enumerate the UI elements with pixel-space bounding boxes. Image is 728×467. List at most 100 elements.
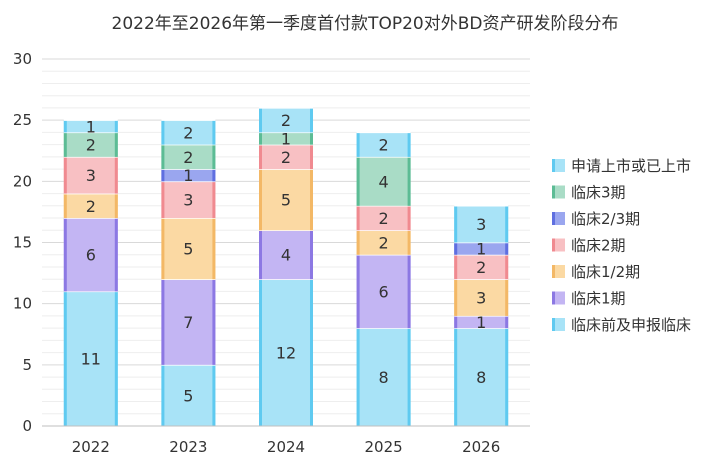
- legend-item: 临床2期: [552, 237, 626, 255]
- data-label: 11: [81, 350, 101, 369]
- bar-segment-edge: [161, 279, 165, 365]
- legend-swatch: [552, 265, 565, 278]
- bar-segment-fill: [63, 218, 118, 292]
- x-tick-label: 2022: [72, 438, 110, 456]
- y-tick-label: 30: [13, 50, 32, 68]
- bar-segment-edge: [407, 254, 411, 329]
- legend-swatch: [552, 318, 565, 331]
- y-tick-label: 15: [13, 234, 32, 252]
- bar-segment-edge: [259, 132, 262, 145]
- legend-label: 临床2/3期: [571, 210, 640, 228]
- bar-segment-edge: [454, 328, 458, 426]
- bar-segment-edge: [259, 144, 262, 170]
- bar-segment-fill: [356, 230, 411, 255]
- legend-swatch-edge: [552, 291, 555, 305]
- data-label: 2: [281, 148, 291, 167]
- bar-segment-fill: [63, 120, 118, 133]
- legend-label: 临床1/2期: [571, 263, 640, 281]
- bar-segment-edge: [505, 279, 509, 316]
- data-label: 2: [183, 123, 193, 142]
- bar-segment-fill: [259, 279, 313, 426]
- data-label: 2: [379, 136, 389, 155]
- legend-label: 临床前及申报临床: [571, 316, 691, 334]
- data-label: 1: [476, 313, 486, 332]
- legend-swatch-edge: [552, 318, 555, 331]
- bar-segment-edge: [310, 230, 313, 280]
- bar-segment-edge: [407, 156, 411, 206]
- legend-item: 申请上市或已上市: [552, 157, 691, 175]
- legend-label: 临床3期: [571, 184, 626, 202]
- bar-segment-edge: [356, 328, 360, 426]
- data-label: 8: [379, 368, 389, 387]
- x-axis: 2022 2023 2024 2025 2026: [42, 425, 530, 456]
- bar-segment-edge: [212, 279, 216, 365]
- data-label: 6: [379, 282, 389, 301]
- data-label: 2: [86, 136, 96, 155]
- bar-segment-edge: [356, 156, 360, 206]
- bar-segment-fill: [161, 364, 216, 426]
- y-tick-label: 20: [13, 172, 32, 190]
- data-label: 3: [476, 215, 486, 234]
- bar-segment-edge: [212, 144, 216, 170]
- bar-segment-fill: [161, 169, 216, 182]
- bar-segment-edge: [114, 291, 118, 426]
- bar-segment-edge: [356, 254, 360, 329]
- bar-segment-edge: [356, 132, 360, 157]
- x-tick-label: 2025: [365, 438, 403, 456]
- legend-item: 临床3期: [552, 184, 626, 202]
- bar-segment-fill: [259, 169, 313, 231]
- bar-segment-fill: [161, 120, 216, 145]
- legend-swatch-edge: [552, 212, 555, 225]
- bar-segment: [161, 119, 216, 145]
- bar-segment-edge: [212, 169, 216, 182]
- data-label: 4: [281, 246, 291, 265]
- bar-segment-edge: [161, 218, 165, 280]
- legend-swatch-edge: [552, 265, 555, 278]
- data-label: 7: [183, 313, 193, 332]
- bar-segment-fill: [63, 291, 118, 426]
- data-label: 1: [281, 130, 291, 149]
- x-tick-label: 2023: [169, 438, 207, 456]
- data-label: 2: [281, 111, 291, 130]
- bar-segment-fill: [63, 132, 118, 157]
- bar-segment-fill: [63, 156, 118, 194]
- bar-segment-fill: [161, 218, 216, 280]
- bar-segment-edge: [259, 107, 262, 133]
- bar-segment-edge: [212, 120, 216, 145]
- bar-segment-edge: [454, 315, 458, 329]
- bar-segment-edge: [505, 254, 509, 280]
- bar-segment-fill: [161, 144, 216, 170]
- bar-segment-edge: [161, 144, 165, 170]
- bar-segment-edge: [161, 181, 165, 219]
- bar-segment-edge: [63, 120, 67, 133]
- bar-segment-edge: [310, 107, 313, 133]
- bar-segment-edge: [161, 120, 165, 145]
- bar-segment-edge: [114, 132, 118, 157]
- bar-segment-fill: [259, 144, 313, 170]
- data-label: 2: [183, 148, 193, 167]
- legend-item: 临床2/3期: [552, 210, 640, 228]
- legend-swatch: [552, 291, 565, 305]
- data-label: 3: [183, 191, 193, 210]
- data-label: 1: [476, 240, 486, 259]
- bar-segment-edge: [407, 230, 411, 255]
- bar-segment-edge: [212, 218, 216, 280]
- data-label: 2: [476, 258, 486, 277]
- bar-segment-edge: [114, 193, 118, 219]
- bar-segment-fill: [161, 279, 216, 365]
- bar-segment: [454, 278, 509, 316]
- x-tick-label: 2024: [267, 438, 305, 456]
- bar-segment-edge: [114, 156, 118, 194]
- bar-segment-fill: [356, 132, 411, 157]
- bar-segment: [356, 131, 411, 157]
- bar-segment-edge: [505, 315, 509, 329]
- bar-segment: [259, 107, 313, 133]
- bar-segment: [454, 253, 509, 280]
- bar-segment-fill: [356, 156, 411, 206]
- data-label: 6: [86, 246, 96, 265]
- bar-segment-fill: [454, 254, 509, 280]
- bar-segment-fill: [259, 132, 313, 145]
- legend-label: 申请上市或已上市: [571, 157, 691, 175]
